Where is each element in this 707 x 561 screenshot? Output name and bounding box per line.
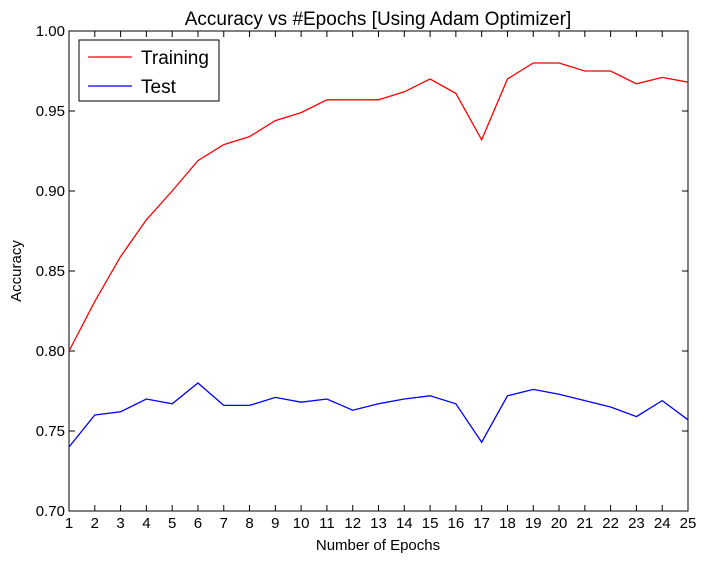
x-tick-label: 6: [194, 515, 202, 532]
x-tick-label: 23: [628, 515, 645, 532]
legend-label-test: Test: [141, 77, 177, 98]
x-axis: 1 2 3 4 5 6 7 8 9 10 11 12 13 14 15 16 17 18 19 20 21 22 23 24 2…: [65, 31, 697, 532]
x-tick-label: 15: [422, 515, 439, 532]
x-tick-label: 25: [680, 515, 697, 532]
x-tick-label: 4: [142, 515, 150, 532]
y-tick-label: 1.00: [36, 23, 65, 40]
x-tick-label: 24: [654, 515, 671, 532]
y-axis-label: Accuracy: [8, 240, 25, 302]
series-lines: [68, 62, 689, 448]
x-tick-label: 2: [91, 515, 99, 532]
x-tick-label: 12: [344, 515, 361, 532]
x-tick-label: 20: [551, 515, 568, 532]
y-tick-label: 0.75: [36, 423, 65, 440]
x-tick-label: 5: [168, 515, 176, 532]
x-tick-label: 11: [319, 515, 335, 532]
x-tick-label: 3: [116, 515, 124, 532]
series-line-test: [68, 382, 689, 448]
x-tick-label: 9: [271, 515, 279, 532]
x-tick-label: 13: [370, 515, 387, 532]
y-tick-label: 0.95: [36, 103, 65, 120]
x-tick-label: 7: [220, 515, 228, 532]
legend-box: [78, 39, 220, 102]
x-tick-label: 21: [576, 515, 593, 532]
x-tick-label: 10: [293, 515, 310, 532]
y-axis: 0.70 0.75 0.80 0.85 0.90 0.95 1.00: [36, 23, 688, 520]
x-tick-label: 18: [499, 515, 516, 532]
plot-area: [68, 30, 689, 512]
x-tick-label: 16: [448, 515, 465, 532]
y-tick-label: 0.85: [36, 263, 65, 280]
y-tick-label: 0.70: [36, 503, 65, 520]
x-tick-label: 17: [473, 515, 490, 532]
x-tick-label: 14: [396, 515, 413, 532]
x-tick-label: 8: [245, 515, 253, 532]
y-tick-label: 0.80: [36, 343, 65, 360]
y-tick-label: 0.90: [36, 183, 65, 200]
series-line-training: [68, 62, 689, 352]
x-axis-label: Number of Epochs: [316, 537, 440, 554]
x-tick-label: 1: [65, 515, 73, 532]
x-tick-label: 19: [525, 515, 542, 532]
chart-title: Accuracy vs #Epochs [Using Adam Optimize…: [185, 9, 571, 30]
x-tick-label: 22: [602, 515, 619, 532]
legend-label-training: Training: [141, 48, 209, 69]
legend: Training Test: [78, 39, 220, 102]
